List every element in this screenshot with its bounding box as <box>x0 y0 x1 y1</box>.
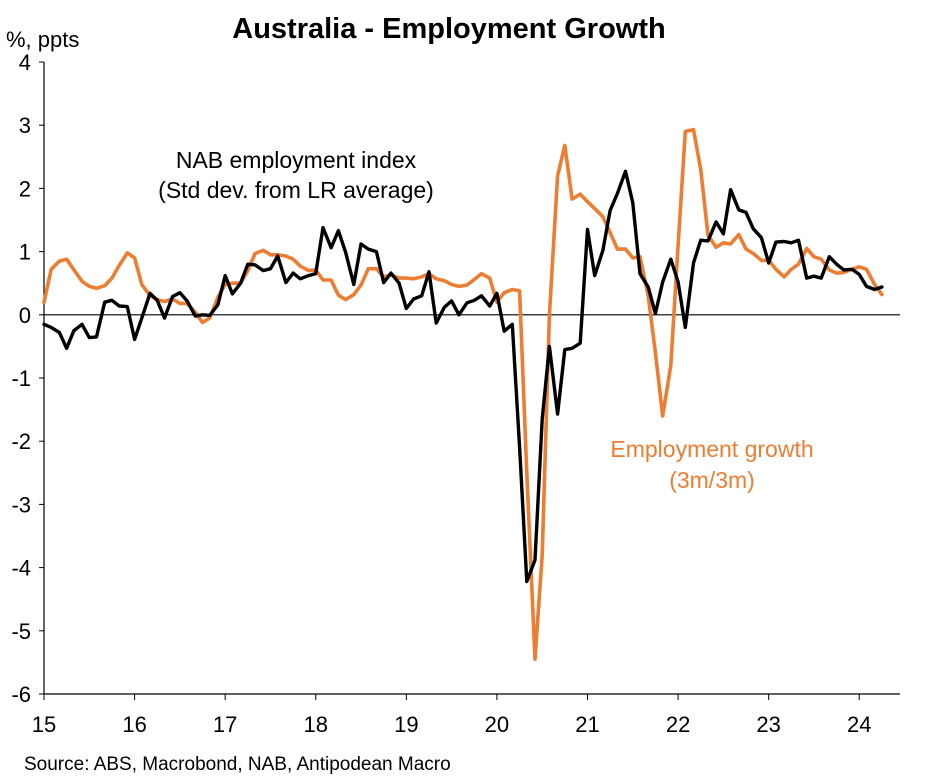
y-tick-label: -5 <box>11 619 31 644</box>
y-axis: 4 3 2 1 0 -1 -2 -3 -4 -5 -6 <box>11 50 44 707</box>
y-tick-label: -2 <box>11 429 31 454</box>
y-tick-label: 3 <box>19 113 31 138</box>
nab-index-line <box>42 169 884 584</box>
x-tick-label: 24 <box>847 712 871 737</box>
x-tick-label: 20 <box>485 712 509 737</box>
x-tick-label: 17 <box>213 712 237 737</box>
x-tick-label: 21 <box>575 712 599 737</box>
employment-growth-line <box>42 127 884 661</box>
y-tick-label: -6 <box>11 682 31 707</box>
x-axis: 15 16 17 18 19 20 21 22 23 24 <box>32 694 871 737</box>
y-tick-label: -3 <box>11 492 31 517</box>
source-note: Source: ABS, Macrobond, NAB, Antipodean … <box>24 754 451 775</box>
x-tick-label: 15 <box>32 712 56 737</box>
y-tick-label: 0 <box>19 303 31 328</box>
plot-lines <box>42 127 884 661</box>
x-tick-label: 16 <box>122 712 146 737</box>
nab-index-annotation-line-2: (Std dev. from LR average) <box>158 177 434 203</box>
y-tick-label: 2 <box>19 176 31 201</box>
x-tick-label: 22 <box>666 712 690 737</box>
nab-index-annotation: NAB employment index (Std dev. from LR a… <box>158 147 434 203</box>
y-tick-label: -1 <box>11 366 31 391</box>
y-tick-label: 1 <box>19 240 31 265</box>
axes <box>43 62 900 695</box>
x-tick-label: 23 <box>756 712 780 737</box>
x-tick-label: 19 <box>394 712 418 737</box>
nab-index-annotation-line-1: NAB employment index <box>176 147 417 173</box>
employment-growth-annotation-line-2: (3m/3m) <box>669 467 755 493</box>
employment-growth-annotation: Employment growth (3m/3m) <box>610 436 813 493</box>
x-tick-label: 18 <box>304 712 328 737</box>
y-tick-label: 4 <box>19 50 31 75</box>
y-axis-label: %, ppts <box>6 27 79 52</box>
chart-title: Australia - Employment Growth <box>232 13 665 45</box>
y-tick-label: -4 <box>11 556 31 581</box>
employment-growth-annotation-line-1: Employment growth <box>610 436 813 462</box>
